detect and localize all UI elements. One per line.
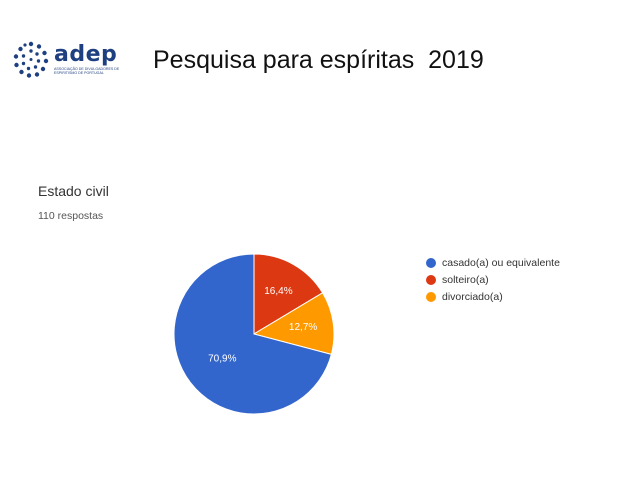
pie-label-1: 16,4% xyxy=(264,286,292,297)
slide-title: Pesquisa para espíritas 2019 xyxy=(153,46,484,74)
legend-label: solteiro(a) xyxy=(442,273,489,286)
logo-subtitle: ASSOCIAÇÃO DE DIVULGADORES DE ESPIRITISM… xyxy=(54,67,120,76)
pie-label-2: 12,7% xyxy=(289,322,317,333)
legend-label: casado(a) ou equivalente xyxy=(442,256,560,269)
chart-legend: casado(a) ou equivalente solteiro(a) divor… xyxy=(426,254,560,305)
pie-slice-1 xyxy=(253,253,324,335)
adep-logo: adep ASSOCIAÇÃO DE DIVULGADORES DE ESPIR… xyxy=(12,40,122,84)
legend-item: solteiro(a) xyxy=(426,271,560,288)
legend-item: divorciado(a) xyxy=(426,288,560,305)
legend-item: casado(a) ou equivalente xyxy=(426,254,560,271)
pie-label-0: 70,9% xyxy=(208,353,236,364)
logo-wordmark: adep xyxy=(54,42,118,67)
chart-subtitle: 110 respostas xyxy=(38,210,104,222)
legend-swatch xyxy=(426,274,436,285)
logo-dots-icon xyxy=(13,41,49,78)
pie-slice-0 xyxy=(173,253,332,415)
legend-swatch xyxy=(426,291,436,302)
legend-swatch xyxy=(426,257,436,268)
legend-label: divorciado(a) xyxy=(442,290,503,303)
chart-title: Estado civil xyxy=(38,183,109,199)
